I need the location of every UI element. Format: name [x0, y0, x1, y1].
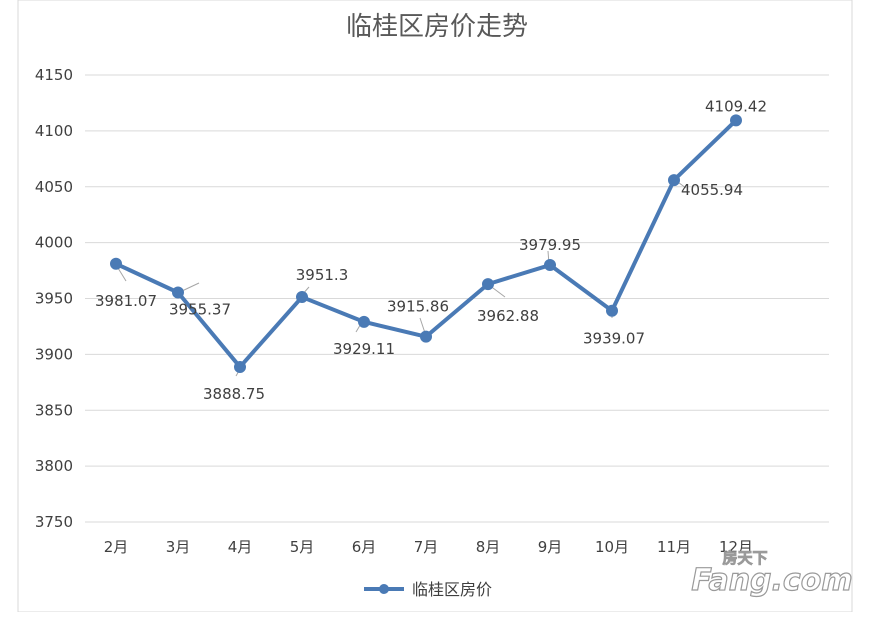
y-tick-label: 4150	[35, 66, 73, 84]
data-point	[110, 257, 122, 270]
y-tick-label: 3750	[35, 513, 73, 531]
data-point	[234, 360, 246, 373]
y-tick-label: 4050	[35, 178, 73, 196]
data-point	[668, 174, 680, 187]
x-tick-label: 6月	[352, 538, 377, 556]
data-label: 4055.94	[681, 181, 743, 199]
x-tick-label: 4月	[228, 538, 253, 556]
data-point	[482, 278, 494, 291]
y-tick-label: 3850	[35, 401, 73, 419]
watermark-brand: Fang.com	[691, 563, 852, 598]
data-label: 3929.11	[333, 340, 395, 358]
data-label: 3951.3	[296, 266, 349, 284]
y-tick-label: 3800	[35, 457, 73, 475]
data-labels: 3981.07 3955.37 3888.75 3951.3 3929.11 3915.8…	[95, 97, 767, 403]
x-tick-label: 7月	[414, 538, 439, 556]
data-label: 3979.95	[519, 236, 581, 254]
data-point	[420, 330, 432, 343]
data-point	[172, 286, 184, 299]
data-point	[296, 291, 308, 304]
chart-title: 临桂区房价走势	[346, 12, 528, 42]
x-tick-label: 9月	[538, 538, 563, 556]
data-label: 3962.88	[477, 307, 539, 325]
data-label: 3955.37	[169, 300, 231, 318]
x-tick-label: 11月	[657, 538, 691, 556]
legend-label: 临桂区房价	[412, 580, 492, 599]
data-label: 3981.07	[95, 292, 157, 310]
y-tick-label: 3950	[35, 290, 73, 308]
data-label: 3939.07	[583, 330, 645, 348]
data-point	[730, 114, 742, 127]
y-tick-label: 3900	[35, 345, 73, 363]
label-leader	[117, 267, 127, 282]
x-tick-label: 8月	[476, 538, 501, 556]
y-tick-label: 4000	[35, 234, 73, 252]
data-point	[606, 304, 618, 317]
watermark: 房天下 Fang.com	[691, 549, 853, 599]
data-label: 3888.75	[203, 385, 265, 403]
y-axis-ticks: 3750 3800 3850 3900 3950 4000 4050 4100 4150	[35, 66, 73, 531]
x-tick-label: 5月	[290, 538, 315, 556]
data-point	[358, 315, 370, 328]
legend-point-marker	[379, 584, 389, 594]
data-point	[544, 259, 556, 272]
x-tick-label: 10月	[595, 538, 629, 556]
data-label: 3915.86	[387, 298, 449, 316]
series-line-layer	[110, 114, 742, 373]
legend: 临桂区房价	[364, 580, 492, 599]
label-leader	[181, 282, 200, 292]
x-tick-label: 12月	[719, 538, 753, 556]
y-tick-label: 4100	[35, 122, 73, 140]
x-tick-label: 3月	[166, 538, 191, 556]
x-tick-label: 2月	[104, 538, 129, 556]
gridlines	[85, 74, 829, 523]
watermark-cn: 房天下	[722, 549, 767, 567]
data-label: 4109.42	[705, 97, 767, 115]
x-axis-ticks: 2月 3月 4月 5月 6月 7月 8月 9月 10月 11月 12月	[104, 538, 753, 556]
